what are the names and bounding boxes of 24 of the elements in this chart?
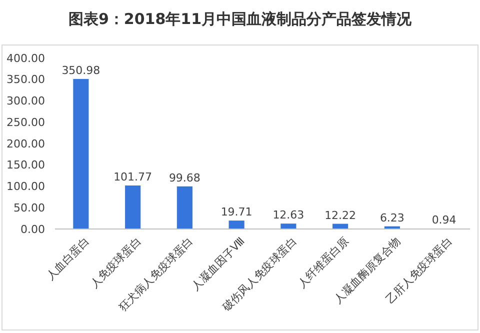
- bar: [176, 186, 192, 229]
- bar: [125, 185, 141, 229]
- y-tick-label: 200.00: [6, 137, 45, 150]
- chart-title: 图表9：2018年11月中国血液制品分产品签发情况: [68, 10, 413, 28]
- bar: [73, 78, 89, 229]
- data-label: 350.98: [62, 64, 100, 77]
- y-tick-label: 100.00: [6, 180, 45, 194]
- y-tick-label: 0.00: [20, 222, 45, 236]
- y-tick-label: 300.00: [6, 94, 45, 108]
- y-tick-label: 150.00: [6, 158, 45, 172]
- y-tick-label: 400.00: [6, 52, 45, 65]
- x-tick-label: 人血白蛋白: [44, 234, 92, 283]
- y-tick-label: 350.00: [6, 73, 45, 86]
- data-label: 101.77: [114, 170, 152, 184]
- data-label: 99.68: [168, 171, 200, 184]
- data-label: 19.71: [220, 206, 252, 219]
- data-label: 12.63: [272, 208, 304, 222]
- data-label: 12.22: [324, 208, 356, 222]
- data-label: 0.94: [432, 214, 456, 227]
- bar: [228, 220, 244, 229]
- data-label: 6.23: [380, 211, 404, 224]
- y-tick-label: 250.00: [6, 116, 45, 129]
- bar: [280, 224, 296, 229]
- y-tick-label: 50.00: [14, 201, 45, 214]
